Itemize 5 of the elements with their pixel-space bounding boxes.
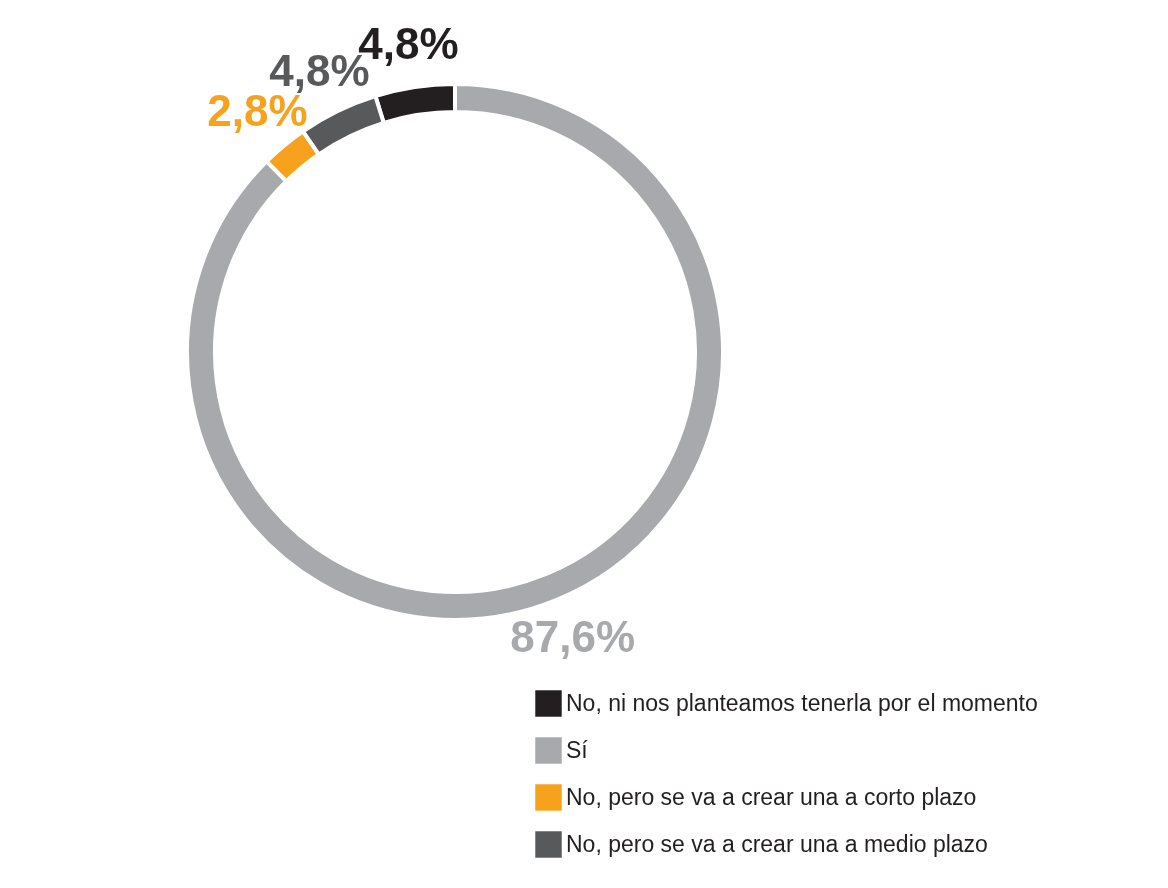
legend-label: No, pero se va a crear una a medio plazo (566, 830, 988, 857)
legend-label: No, pero se va a crear una a corto plazo (566, 783, 977, 810)
legend-label: Sí (566, 736, 589, 763)
data-label: 87,6% (510, 611, 636, 661)
legend-label: No, ni nos planteamos tenerla por el momento (566, 689, 1038, 716)
